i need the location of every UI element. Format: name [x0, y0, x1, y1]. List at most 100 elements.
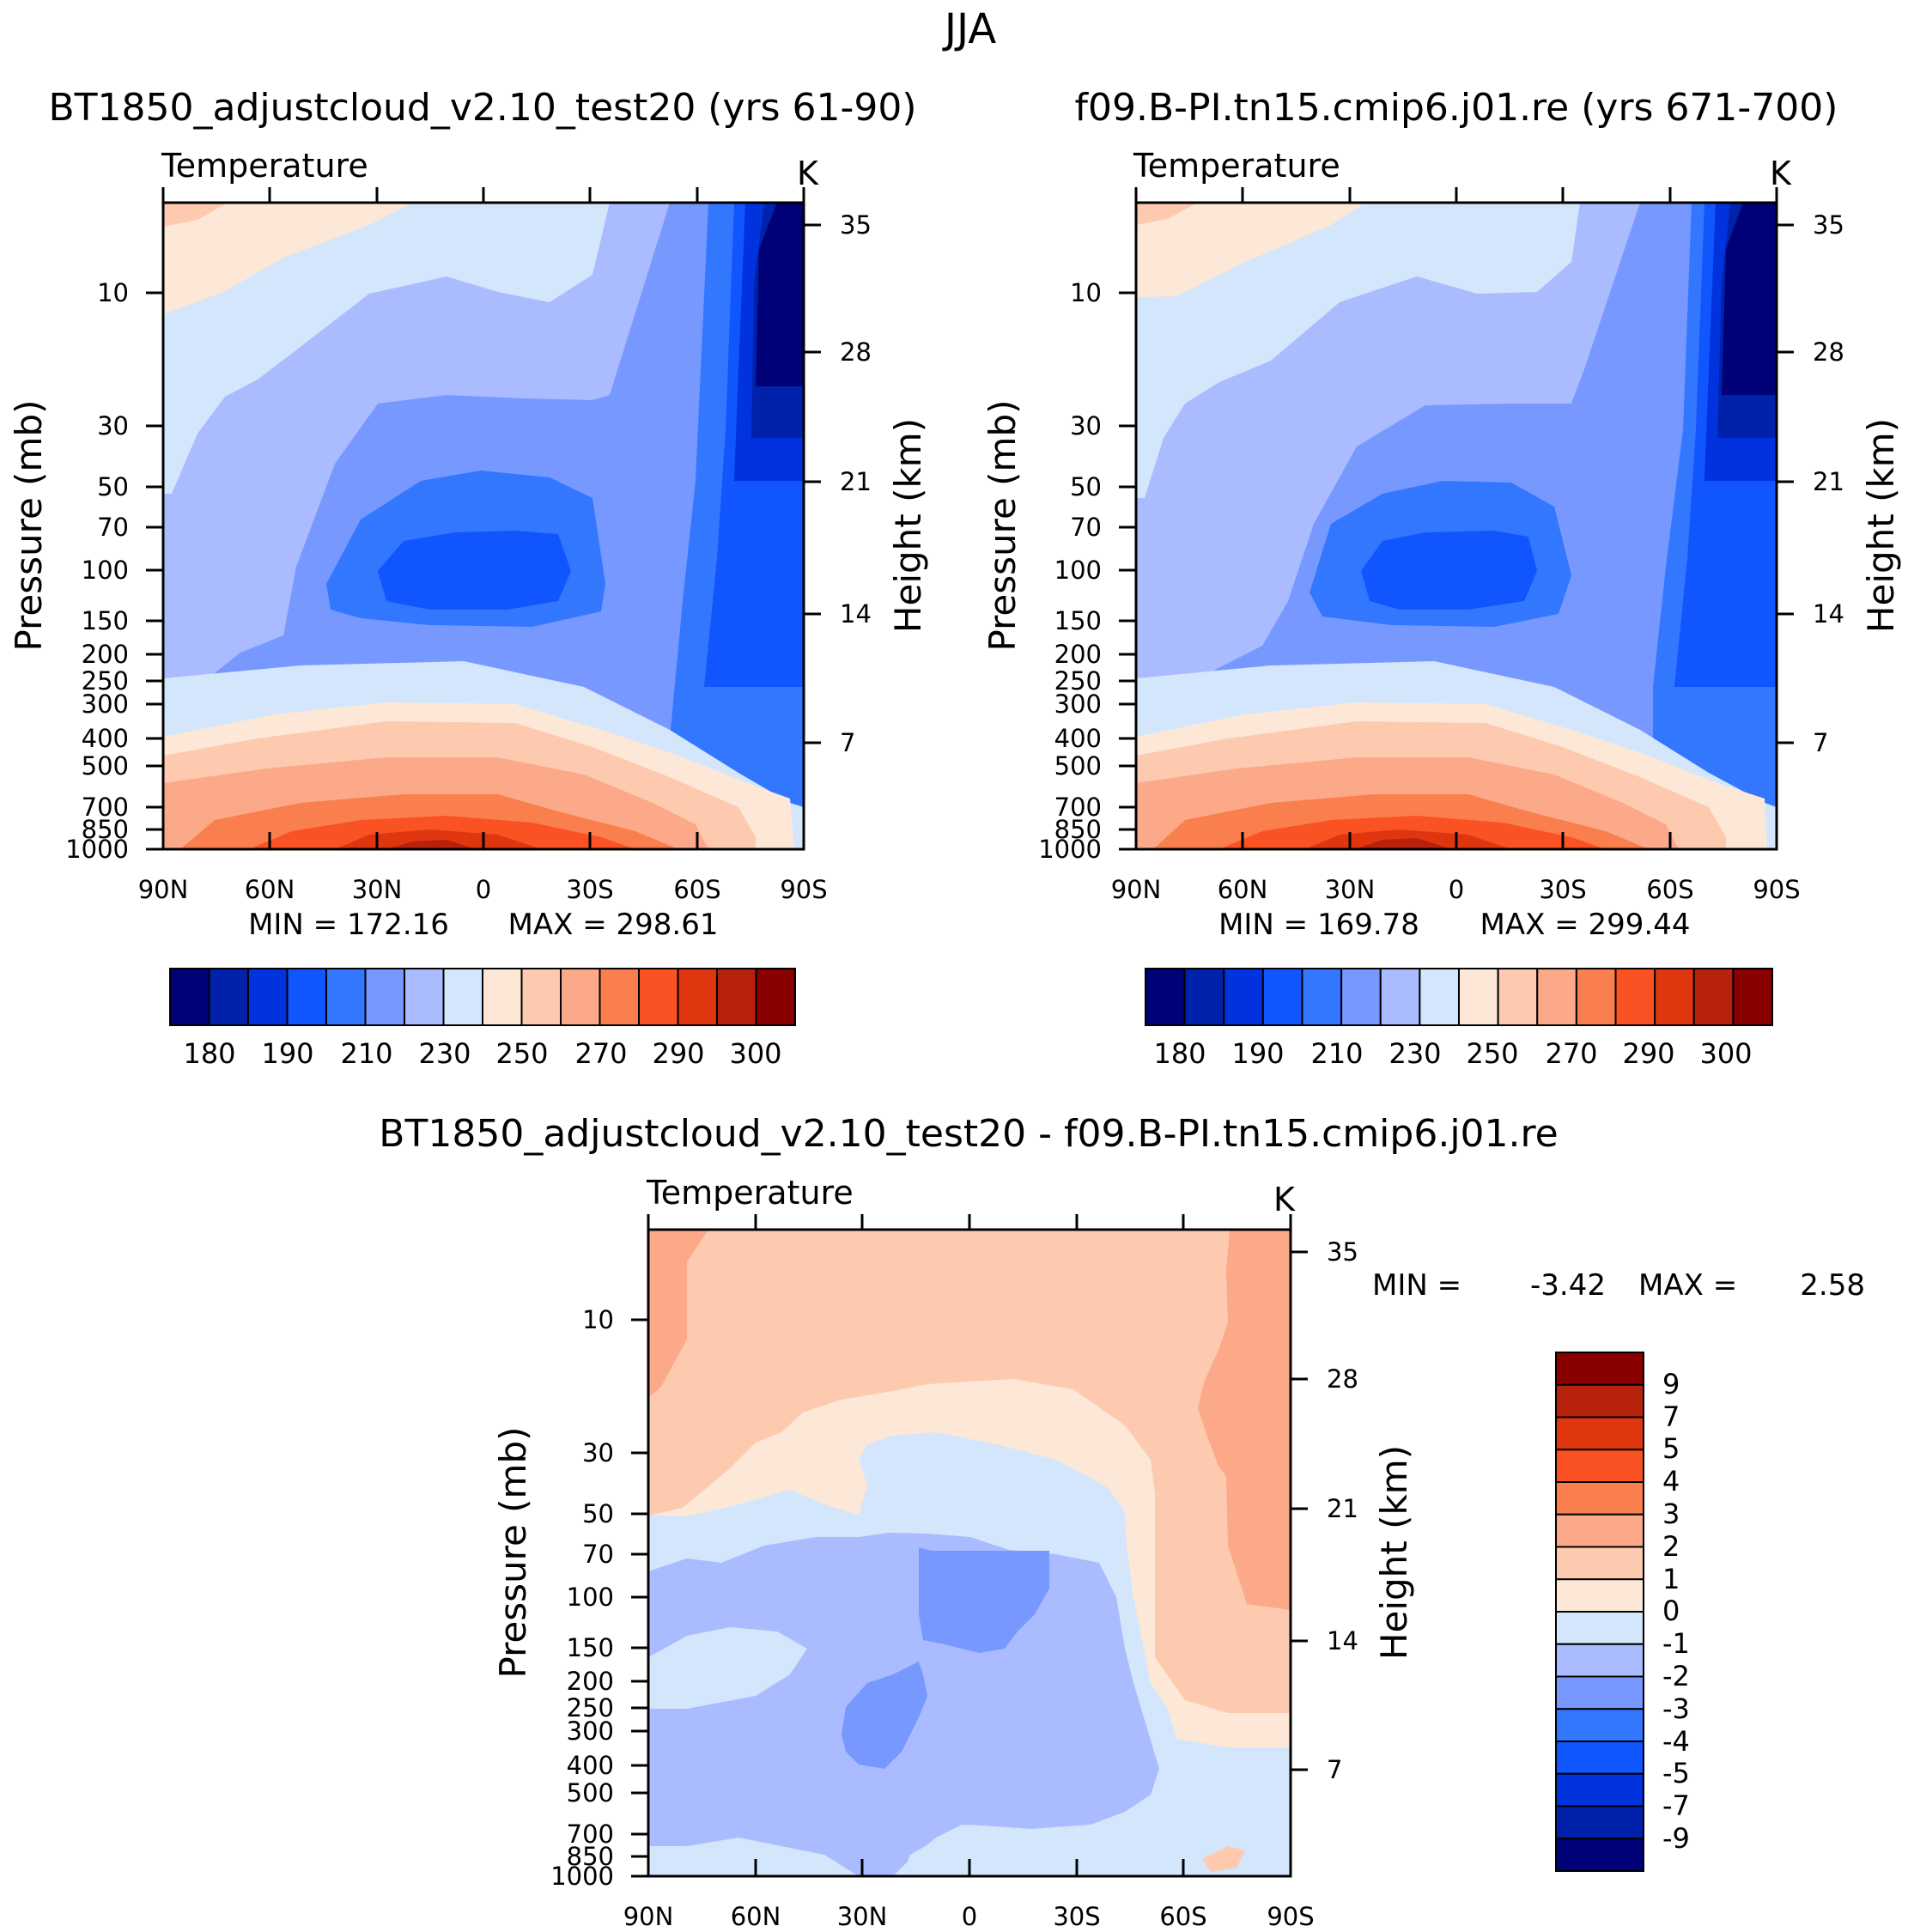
y-ticks	[146, 223, 821, 851]
x-tick-label: 90S	[1753, 875, 1800, 904]
y-tick-label: 250	[567, 1693, 614, 1722]
colorbar-segment	[442, 968, 483, 1026]
y-right-tick-label: 7	[840, 728, 855, 757]
colorbar-label: 190	[261, 1037, 313, 1070]
colorbar-label: 1	[1662, 1563, 1680, 1595]
panel-title: f09.B-PI.tn15.cmip6.j01.re (yrs 671-700)	[1075, 86, 1838, 130]
contour-band	[1355, 838, 1451, 849]
colorbar-label: -5	[1662, 1757, 1690, 1789]
x-tick-label: 30N	[1325, 875, 1376, 904]
y-right-tick-label: 35	[1813, 210, 1844, 240]
y-right-axis-label: Height (km)	[1373, 1445, 1415, 1660]
colorbar	[169, 968, 796, 1026]
y-tick-label: 10	[582, 1305, 614, 1334]
y-tick-labels: 10 30 50 70 100 150 200 250 300 400 500 …	[65, 278, 129, 864]
x-tick-label: 60N	[245, 875, 295, 904]
colorbar-label: 230	[418, 1037, 471, 1070]
y-tick-label: 200	[1054, 640, 1102, 669]
colorbar-label: 180	[183, 1037, 235, 1070]
panel-title: BT1850_adjustcloud_v2.10_test20 - f09.B-…	[379, 1112, 1558, 1156]
colorbar-segment	[1145, 968, 1186, 1026]
colorbar-segment	[1301, 968, 1343, 1026]
x-ticks	[647, 1214, 1292, 1876]
colorbar-label: 270	[1545, 1037, 1597, 1070]
colorbar-label: -9	[1662, 1822, 1690, 1855]
colorbar-label: 4	[1662, 1465, 1680, 1498]
y-right-axis-label: Height (km)	[1860, 418, 1902, 633]
colorbar-labels: 180 190 210 230 250 270 290 300	[183, 1037, 781, 1070]
units-label: K	[1273, 1181, 1296, 1218]
y-right-tick-label: 14	[1813, 599, 1844, 629]
y-tick-label: 850	[82, 815, 129, 844]
colorbar-label: 290	[652, 1037, 704, 1070]
y-tick-label: 150	[567, 1633, 614, 1662]
colorbar-segment	[1340, 968, 1382, 1026]
max-label: MAX =	[1638, 1268, 1737, 1303]
colorbar-segment	[364, 968, 405, 1026]
colorbar-label: 270	[574, 1037, 627, 1070]
colorbar-label: 2	[1662, 1530, 1680, 1563]
contour-band	[386, 840, 477, 849]
y-tick-label: 700	[1054, 793, 1102, 822]
x-tick-label: 60S	[1646, 875, 1693, 904]
colorbar-segment	[638, 968, 679, 1026]
colorbar-label: 9	[1662, 1368, 1680, 1400]
colorbar-segment	[1379, 968, 1421, 1026]
colorbar-label: 300	[729, 1037, 781, 1070]
colorbar-segment	[1555, 1513, 1644, 1548]
colorbar-segment	[1458, 968, 1499, 1026]
y-tick-label: 200	[567, 1667, 614, 1696]
contour-band	[902, 1801, 1291, 1876]
colorbar-segment	[1536, 968, 1577, 1026]
season-title: JJA	[942, 5, 996, 53]
colorbar-segment	[1614, 968, 1656, 1026]
colorbar-segment	[1555, 1611, 1644, 1645]
x-tick-label: 60S	[1159, 1902, 1206, 1931]
x-tick-label: 60S	[673, 875, 720, 904]
x-tick-label: 30N	[352, 875, 403, 904]
y-right-tick-labels: 35 28 21 14 7	[1813, 210, 1844, 757]
colorbar-label: 210	[1310, 1037, 1363, 1070]
contour-band	[1202, 1846, 1245, 1872]
y-tick-label: 50	[1070, 472, 1102, 501]
colorbar-segment	[325, 968, 367, 1026]
colorbar-segment	[1555, 1772, 1644, 1807]
y-tick-label: 50	[582, 1499, 614, 1528]
colorbar	[1145, 968, 1773, 1026]
colorbar-label: -4	[1662, 1725, 1690, 1758]
y-right-tick-label: 28	[1327, 1364, 1358, 1394]
colorbar-segment	[1555, 1481, 1644, 1516]
colorbar-segment	[1732, 968, 1773, 1026]
y-tick-label: 500	[567, 1778, 614, 1807]
y-right-tick-label: 35	[840, 210, 872, 240]
colorbar-label: -2	[1662, 1660, 1690, 1692]
x-ticks	[1134, 187, 1778, 849]
y-tick-labels: 10 30 50 70 100 150 200 250 300 400 500 …	[1038, 278, 1102, 864]
y-tick-label: 300	[82, 690, 129, 719]
y-ticks	[631, 1250, 1308, 1878]
colorbar-segment	[1555, 1643, 1644, 1678]
y-axis-label: Pressure (mb)	[8, 399, 50, 651]
colorbar-segment	[169, 968, 210, 1026]
min-label: MIN = 172.16	[248, 908, 449, 942]
y-axis-label: Pressure (mb)	[492, 1426, 534, 1678]
y-tick-label: 700	[82, 793, 129, 822]
colorbar-segment	[1575, 968, 1617, 1026]
contour-band	[842, 1662, 927, 1769]
contour-band	[648, 1230, 708, 1398]
panel-model: BT1850_adjustcloud_v2.10_test20 (yrs 61-…	[8, 86, 929, 1070]
contour-band	[163, 203, 228, 227]
max-value: 2.58	[1800, 1268, 1865, 1303]
x-tick-label: 0	[476, 875, 491, 904]
x-tick-label: 90N	[1111, 875, 1162, 904]
colorbar-segment	[1555, 1675, 1644, 1710]
y-tick-label: 1000	[550, 1862, 614, 1891]
x-tick-label: 60N	[731, 1902, 781, 1931]
contour-field	[163, 203, 804, 849]
colorbar-segment	[1555, 1578, 1644, 1613]
max-label: MAX = 299.44	[1480, 908, 1691, 942]
contour-field	[648, 1230, 1291, 1876]
colorbar-segment	[1555, 1352, 1644, 1386]
x-tick-label: 30N	[837, 1902, 888, 1931]
y-tick-label: 100	[82, 556, 129, 585]
